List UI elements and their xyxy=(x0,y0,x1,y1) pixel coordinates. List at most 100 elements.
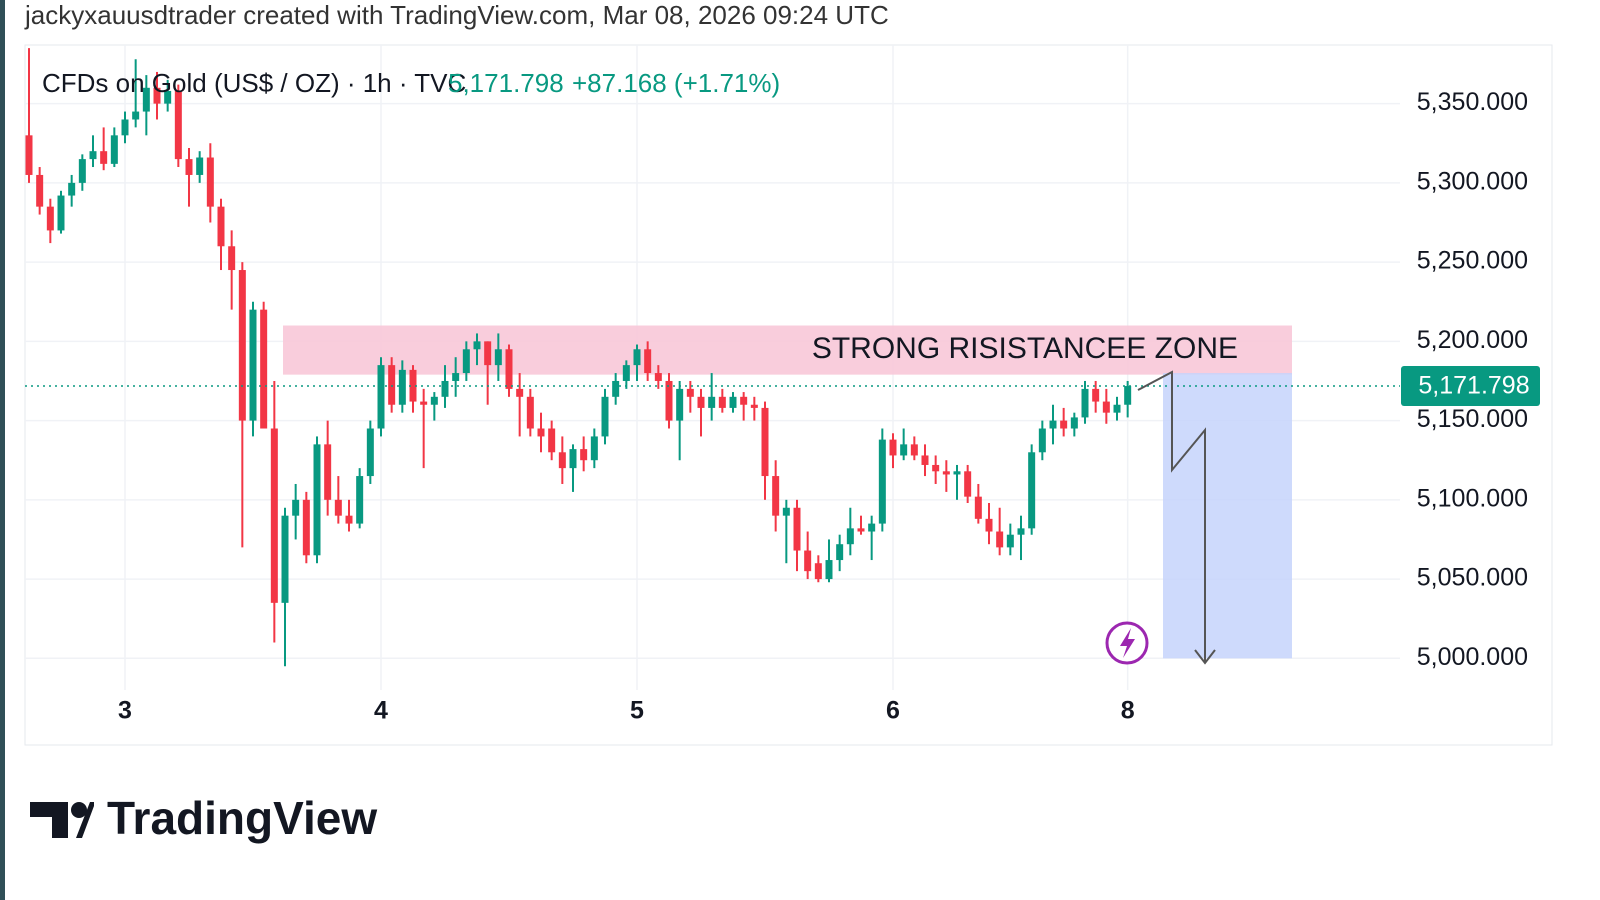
logo: TradingView xyxy=(30,792,377,844)
candle-body xyxy=(196,157,204,175)
x-tick-label: 3 xyxy=(118,697,132,725)
y-tick-label: 5,250.000 xyxy=(1417,247,1528,275)
zones: STRONG RISISTANCEE ZONE xyxy=(283,325,1292,659)
candle-body xyxy=(558,452,566,469)
projection-arrow xyxy=(1137,370,1206,662)
candle-body xyxy=(78,159,86,183)
candle-body xyxy=(1070,417,1078,429)
y-tick-label: 5,000.000 xyxy=(1417,643,1528,671)
x-tick-label: 6 xyxy=(886,697,900,725)
candle-body xyxy=(164,90,172,104)
candle-body xyxy=(729,396,737,408)
candle-body xyxy=(857,528,865,532)
candle-body xyxy=(1124,386,1132,405)
candle-body xyxy=(526,396,534,429)
overlay xyxy=(1105,370,1216,665)
candle-body xyxy=(761,407,769,477)
candle-body xyxy=(889,439,897,456)
candles xyxy=(25,48,1400,667)
x-tick-label: 5 xyxy=(630,697,644,725)
x-tick-label: 4 xyxy=(374,697,388,725)
candle-body xyxy=(1113,404,1121,413)
candle-body xyxy=(441,380,449,397)
candle-body xyxy=(110,135,118,164)
candle-body xyxy=(484,341,492,366)
candle-body xyxy=(921,455,929,465)
brand: TradingView xyxy=(107,792,377,844)
header-change: +87.168 (+1.71%) xyxy=(572,68,780,98)
candle-body xyxy=(548,428,556,453)
candle-body xyxy=(612,380,620,397)
candle-body xyxy=(686,388,694,397)
candle-body xyxy=(1102,401,1110,413)
candle-body xyxy=(174,90,182,160)
candle-body xyxy=(942,471,950,475)
bolt xyxy=(1120,628,1135,658)
candle-body xyxy=(814,563,822,580)
candle-body xyxy=(473,341,481,350)
candle-body xyxy=(452,373,460,381)
candle-body xyxy=(249,309,257,421)
candle-body xyxy=(121,119,129,136)
candle-body xyxy=(409,369,417,402)
candle-body xyxy=(494,349,502,366)
candle-body xyxy=(804,550,812,572)
candle-body xyxy=(580,449,588,461)
candle-body xyxy=(1028,452,1036,529)
candle-body xyxy=(697,396,705,408)
candle-body xyxy=(324,444,332,500)
candle-body xyxy=(217,206,225,247)
candle-body xyxy=(537,428,545,437)
candle-body xyxy=(1060,420,1068,429)
candle-body xyxy=(846,528,854,545)
candle-body xyxy=(238,270,246,421)
candle-body xyxy=(345,515,353,524)
candle-body xyxy=(676,388,684,421)
candle-body xyxy=(430,396,438,405)
logo-dot xyxy=(71,802,87,818)
y-tick-label: 5,050.000 xyxy=(1417,564,1528,592)
candle-body xyxy=(868,523,876,532)
candle-body xyxy=(985,518,993,532)
candle-body xyxy=(825,560,833,580)
candle-body xyxy=(718,396,726,408)
candle-body xyxy=(420,401,428,405)
candle-body xyxy=(654,373,662,381)
candle-body xyxy=(622,365,630,381)
x-tick-label: 8 xyxy=(1121,697,1135,725)
candle-body xyxy=(260,309,268,429)
price-tag-label: 5,171.798 xyxy=(1418,372,1529,400)
candle-body xyxy=(772,476,780,516)
y-tick-label: 5,100.000 xyxy=(1417,484,1528,512)
candle-body xyxy=(953,471,961,475)
y-tick-label: 5,350.000 xyxy=(1417,88,1528,116)
candle-body xyxy=(153,87,161,104)
candle-body xyxy=(46,206,54,231)
logo-slash xyxy=(76,802,94,838)
candle-body xyxy=(334,499,342,516)
candle-body xyxy=(281,515,289,603)
candle-body xyxy=(185,159,193,175)
candle-body xyxy=(793,507,801,551)
y-tick-label: 5,150.000 xyxy=(1417,405,1528,433)
candle-body xyxy=(356,476,364,524)
zone-label: STRONG RISISTANCEE ZONE xyxy=(812,332,1238,365)
candle-body xyxy=(910,444,918,456)
candle-body xyxy=(878,439,886,524)
candle-body xyxy=(932,464,940,472)
candle-body xyxy=(132,111,140,120)
target-zone xyxy=(1163,373,1292,659)
candle-body xyxy=(601,396,609,437)
candle-body xyxy=(228,246,236,271)
candle-body xyxy=(836,544,844,561)
candle-body xyxy=(398,369,406,405)
resistance-zone xyxy=(283,325,1292,375)
candle-body xyxy=(270,428,278,603)
y-tick-label: 5,200.000 xyxy=(1417,326,1528,354)
candle-body xyxy=(900,444,908,456)
candle-body xyxy=(57,195,65,231)
header-price: 5,171.798 xyxy=(448,68,564,98)
symbol: CFDs on Gold (US$ / OZ) · 1h · TVC xyxy=(42,68,466,98)
candle-body xyxy=(996,531,1004,548)
